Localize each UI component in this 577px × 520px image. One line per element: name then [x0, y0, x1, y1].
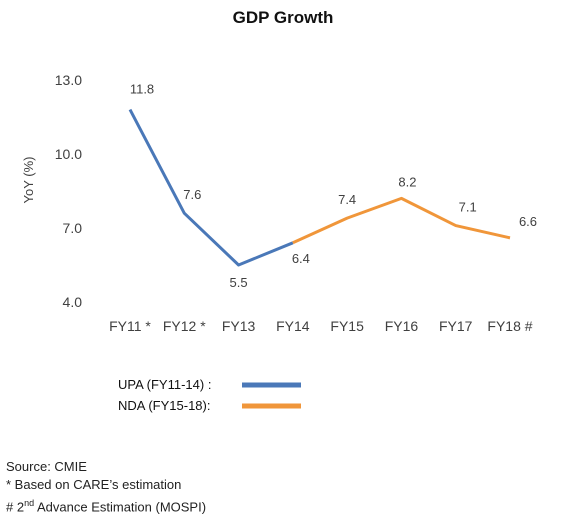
- legend-label-nda: NDA (FY15-18):: [118, 398, 210, 413]
- data-labels: 11.8 7.6 5.5 6.4 7.4 8.2 7.1 6.6: [130, 82, 537, 290]
- x-tick-label: FY12 *: [163, 318, 206, 334]
- y-tick-label: 4.0: [63, 294, 83, 310]
- data-label: 6.4: [292, 251, 310, 266]
- x-tick-label: FY14: [276, 318, 310, 334]
- x-tick-label: FY11 *: [109, 318, 151, 334]
- y-axis-label: YoY (%): [21, 157, 36, 204]
- x-tick-label: FY15: [330, 318, 364, 334]
- hash-note-superscript: nd: [24, 498, 35, 508]
- x-tick-label: FY13: [222, 318, 256, 334]
- y-axis-ticks: 13.0 10.0 7.0 4.0: [55, 72, 82, 310]
- data-label: 7.4: [338, 192, 356, 207]
- data-label: 6.6: [519, 214, 537, 229]
- y-tick-label: 10.0: [55, 146, 82, 162]
- y-tick-label: 7.0: [63, 220, 83, 236]
- asterisk-note: * Based on CARE’s estimation: [6, 477, 182, 492]
- data-label: 5.5: [230, 275, 248, 290]
- footnotes: Source: CMIE * Based on CARE’s estimatio…: [6, 458, 206, 516]
- hash-note-prefix: # 2: [6, 499, 25, 515]
- data-label: 11.8: [130, 82, 154, 97]
- y-tick-label: 13.0: [55, 72, 82, 88]
- x-tick-label: FY17: [439, 318, 473, 334]
- source-note: Source: CMIE: [6, 459, 87, 474]
- hash-note-suffix: Advance Estimation (MOSPI): [34, 499, 207, 515]
- x-axis-ticks: FY11 * FY12 * FY13 FY14 FY15 FY16 FY17 FY18 #: [109, 318, 533, 334]
- hash-note: # 2nd Advance Estimation (MOSPI): [6, 494, 206, 516]
- series-lines: [128, 108, 511, 267]
- series-line-1: [292, 196, 511, 245]
- legend: UPA (FY11-14) : NDA (FY15-18):: [118, 377, 301, 413]
- series-line-0: [128, 108, 294, 267]
- chart-title: GDP Growth: [233, 8, 334, 27]
- data-label: 7.1: [459, 200, 477, 215]
- data-label: 7.6: [183, 187, 201, 202]
- legend-label-upa: UPA (FY11-14) :: [118, 377, 211, 392]
- data-label: 8.2: [398, 174, 416, 189]
- x-tick-label: FY16: [385, 318, 419, 334]
- x-tick-label: FY18 #: [487, 318, 532, 334]
